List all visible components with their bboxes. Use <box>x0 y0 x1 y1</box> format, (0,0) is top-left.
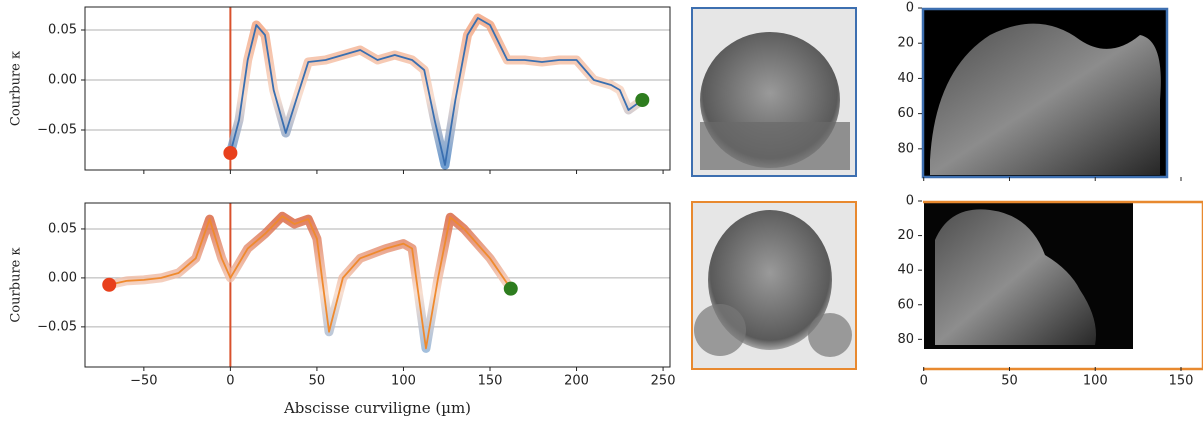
y-tick-label: 60 <box>897 106 914 121</box>
x-tick-label: 100 <box>1083 374 1108 389</box>
y-tick-label: −0.05 <box>37 319 77 334</box>
tissue-image <box>700 122 850 170</box>
x-tick-label: 0 <box>920 374 928 389</box>
y-tick-label: 40 <box>897 263 914 278</box>
y-tick-label: 40 <box>897 71 914 86</box>
series-band <box>225 13 647 170</box>
y-tick-label: 0.00 <box>48 270 77 285</box>
x-tick-label: 200 <box>564 374 589 389</box>
image-frame <box>923 200 1203 371</box>
y-tick-label: 20 <box>897 36 914 51</box>
x-tick-label: 50 <box>1001 374 1018 389</box>
y-tick-label: −0.05 <box>37 123 77 138</box>
x-tick-label: 50 <box>309 374 326 389</box>
plot-frame <box>84 6 671 171</box>
y-tick-label: 80 <box>897 332 914 347</box>
x-tick-label: −50 <box>130 374 157 389</box>
tissue-image <box>808 313 852 357</box>
y-tick-label: 0.05 <box>48 221 77 236</box>
plot-frame <box>84 202 671 368</box>
series-line <box>109 215 512 350</box>
x-tick-label: 150 <box>478 374 503 389</box>
y-tick-label: 0 <box>906 1 914 16</box>
microscopy-cells <box>930 23 1161 175</box>
end-point <box>503 281 518 296</box>
x-tick-label: 250 <box>651 374 676 389</box>
y-tick-label: 80 <box>897 141 914 156</box>
y-axis-label: Courbure κ <box>9 51 24 126</box>
x-tick-label: 100 <box>391 374 416 389</box>
x-tick-label: 0 <box>226 374 234 389</box>
microscopy-cells <box>935 209 1096 345</box>
y-tick-label: 60 <box>897 297 914 312</box>
end-point <box>635 93 650 107</box>
image-frame <box>921 7 1169 179</box>
series-line <box>229 17 643 166</box>
start-point <box>102 277 117 292</box>
start-point <box>223 146 238 160</box>
y-tick-label: 0.05 <box>48 23 77 38</box>
y-axis-label: Courbure κ <box>9 247 24 322</box>
tissue-image <box>694 304 746 356</box>
y-tick-label: 0.00 <box>48 73 77 88</box>
y-tick-label: 0 <box>906 194 914 209</box>
x-tick-label: 150 <box>1169 374 1194 389</box>
series-band <box>104 211 516 353</box>
x-axis-label: Abscisse curviligne (µm) <box>283 399 471 417</box>
y-tick-label: 20 <box>897 228 914 243</box>
